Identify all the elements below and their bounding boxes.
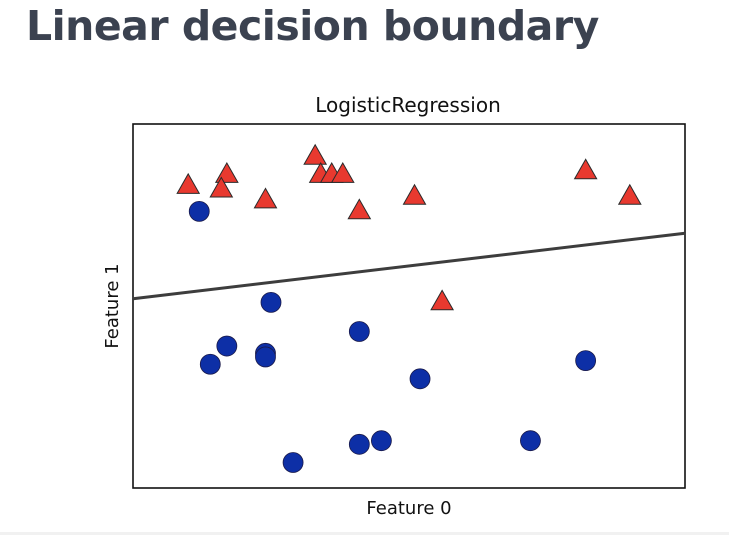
class-triangle-point (617, 183, 642, 205)
class-triangle-point (176, 172, 201, 194)
class-triangle-point (253, 187, 278, 209)
class-circle-point (282, 452, 304, 473)
class-circle-point (520, 430, 541, 452)
class-circle-point (255, 346, 276, 368)
class-triangle-point (347, 198, 372, 220)
bottom-divider (0, 532, 729, 535)
data-marks (132, 143, 686, 473)
plot-area-frame (132, 123, 686, 489)
decision-boundary-line (132, 231, 686, 301)
slide-title: Linear decision boundary (26, 2, 599, 50)
class-triangle-point (330, 161, 355, 183)
class-circle-point (409, 368, 431, 390)
class-circle-point (216, 335, 238, 357)
y-axis-label: Feature 1 (102, 263, 123, 348)
class-triangle-point (430, 289, 455, 311)
class-circle-point (199, 353, 221, 375)
class-circle-point (348, 321, 370, 342)
class-triangle-point (303, 143, 328, 165)
class-circle-point (188, 200, 210, 222)
class-circle-point (348, 433, 370, 455)
x-axis-label: Feature 0 (366, 498, 451, 519)
class-triangle-point (209, 176, 234, 198)
chart-title: LogisticRegression (315, 93, 501, 117)
class-triangle-point (402, 183, 427, 205)
class-circle-point (575, 350, 597, 372)
class-circle-point (370, 430, 392, 452)
class-triangle-point (573, 158, 598, 180)
class-circle-point (260, 291, 282, 313)
